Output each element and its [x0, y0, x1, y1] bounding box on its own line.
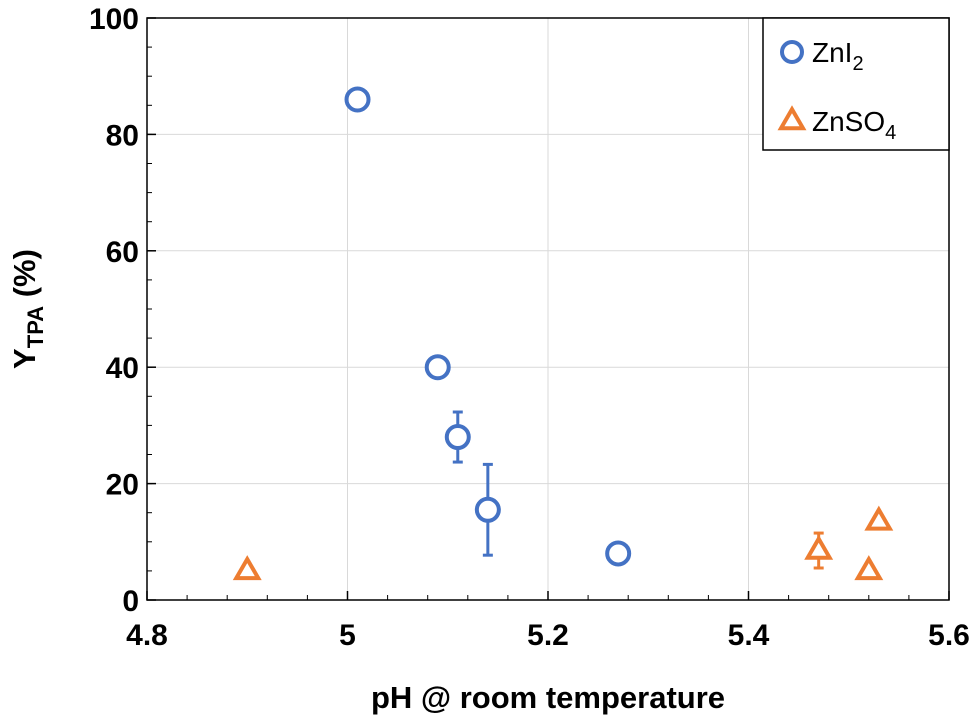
- x-tick-label: 5.2: [527, 619, 569, 652]
- y-tick-label: 0: [122, 585, 139, 618]
- y-axis-title-rest: (%): [7, 249, 42, 306]
- axes: [146, 17, 950, 601]
- data-point-circle: [605, 540, 632, 567]
- y-tick-label: 100: [89, 3, 139, 36]
- y-axis-title-sub: TPA: [23, 306, 48, 348]
- data-point-triangle: [232, 555, 262, 581]
- y-tick-label: 80: [106, 119, 139, 152]
- legend-label-sub: 4: [885, 122, 896, 144]
- data-point-triangle: [854, 555, 884, 581]
- tick-labels: 4.8 5 5.2 5.4 5.6 0 20 40 60 80 100: [89, 3, 970, 652]
- legend-label: ZnI2: [812, 37, 864, 75]
- y-axis-title-main: Y: [7, 348, 42, 369]
- y-tick-label: 20: [106, 469, 139, 502]
- data-point-circle: [444, 424, 471, 451]
- x-axis-title: pH @ room temperature: [371, 680, 725, 715]
- legend: ZnI2 ZnSO4: [762, 17, 950, 151]
- legend-label-main: ZnSO: [812, 106, 885, 137]
- data-point-triangle: [864, 505, 894, 531]
- y-tick-label: 60: [106, 236, 139, 269]
- data-points: [232, 86, 894, 581]
- legend-label-sub: 2: [852, 53, 863, 75]
- data-point-triangle: [804, 534, 834, 560]
- x-tick-label: 5: [339, 619, 356, 652]
- y-axis-title: YTPA (%): [7, 249, 48, 369]
- legend-label: ZnSO4: [812, 106, 896, 144]
- error-bars: [452, 410, 824, 570]
- data-point-circle: [424, 354, 451, 381]
- x-tick-label: 4.8: [126, 619, 168, 652]
- legend-marker-triangle: [777, 105, 807, 131]
- legend-marker-circle: [780, 40, 804, 64]
- legend-label-main: ZnI: [812, 37, 852, 68]
- x-tick-label: 5.6: [928, 619, 970, 652]
- grid: [147, 18, 949, 600]
- y-tick-label: 40: [106, 352, 139, 385]
- data-point-circle: [474, 496, 501, 523]
- x-tick-label: 5.4: [728, 619, 770, 652]
- data-point-circle: [344, 86, 371, 113]
